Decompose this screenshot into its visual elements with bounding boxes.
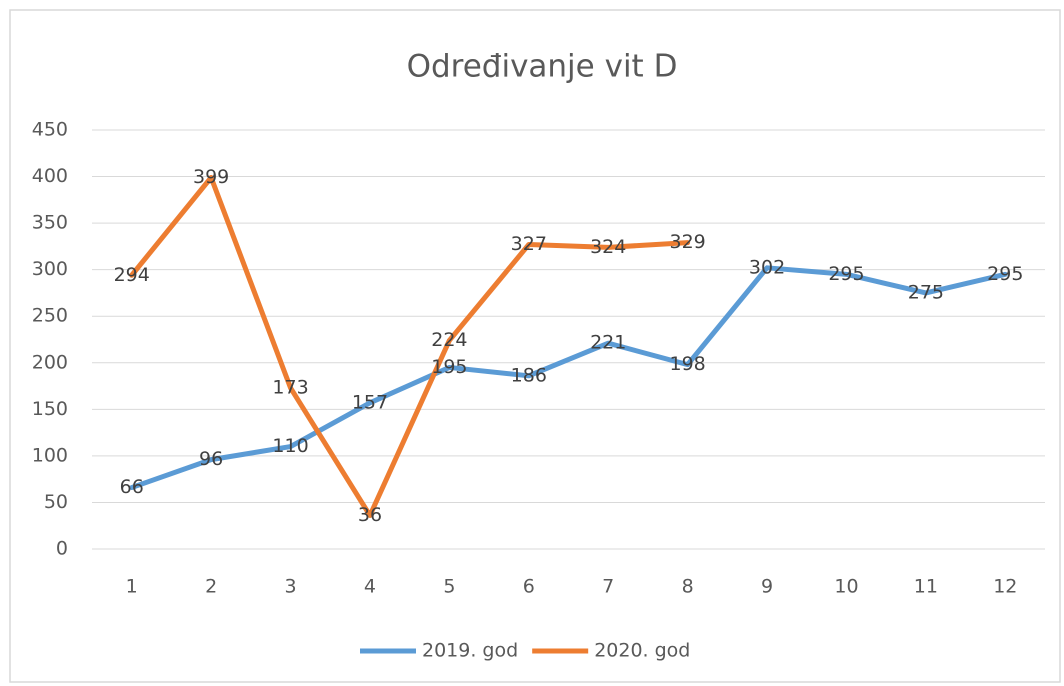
data-label: 294 <box>114 264 150 286</box>
y-tick-label: 0 <box>56 538 68 560</box>
x-tick-label: 9 <box>761 576 773 598</box>
data-label: 302 <box>749 256 785 278</box>
data-label: 36 <box>358 504 382 526</box>
data-label: 66 <box>120 476 144 498</box>
data-label: 327 <box>511 233 547 255</box>
y-tick-label: 350 <box>32 212 68 234</box>
data-label: 195 <box>431 356 467 378</box>
data-label: 198 <box>669 353 705 375</box>
series-line <box>129 265 1008 491</box>
data-label: 329 <box>669 231 705 253</box>
x-tick-label: 3 <box>284 576 296 598</box>
x-tick-label: 2 <box>205 576 217 598</box>
x-tick-label: 12 <box>993 576 1017 598</box>
legend-label: 2019. god <box>422 640 518 662</box>
data-label: 96 <box>199 448 223 470</box>
data-label: 324 <box>590 236 626 258</box>
data-label: 275 <box>908 281 944 303</box>
x-tick-label: 7 <box>602 576 614 598</box>
chart-title: Određivanje vit D <box>407 49 678 85</box>
data-label: 110 <box>272 435 308 457</box>
y-tick-label: 450 <box>32 119 68 141</box>
data-label: 221 <box>590 332 626 354</box>
data-label: 173 <box>272 376 308 398</box>
x-tick-label: 5 <box>443 576 455 598</box>
x-tick-label: 10 <box>834 576 858 598</box>
x-tick-label: 4 <box>364 576 376 598</box>
x-tick-label: 11 <box>914 576 938 598</box>
y-tick-label: 150 <box>32 398 68 420</box>
x-tick-label: 6 <box>523 576 535 598</box>
y-tick-label: 250 <box>32 305 68 327</box>
y-tick-label: 200 <box>32 351 68 373</box>
y-tick-label: 400 <box>32 165 68 187</box>
x-tick-label: 8 <box>682 576 694 598</box>
data-label: 224 <box>431 329 467 351</box>
data-label: 295 <box>987 263 1023 285</box>
chart-frame <box>9 9 1061 683</box>
data-label: 186 <box>511 364 547 386</box>
y-tick-label: 100 <box>32 444 68 466</box>
y-tick-label: 50 <box>44 491 68 513</box>
data-label: 399 <box>193 166 229 188</box>
y-tick-label: 300 <box>32 258 68 280</box>
data-label: 157 <box>352 391 388 413</box>
data-label: 295 <box>828 263 864 285</box>
legend-label: 2020. god <box>594 640 690 662</box>
x-tick-label: 1 <box>126 576 138 598</box>
series-line <box>129 174 691 518</box>
